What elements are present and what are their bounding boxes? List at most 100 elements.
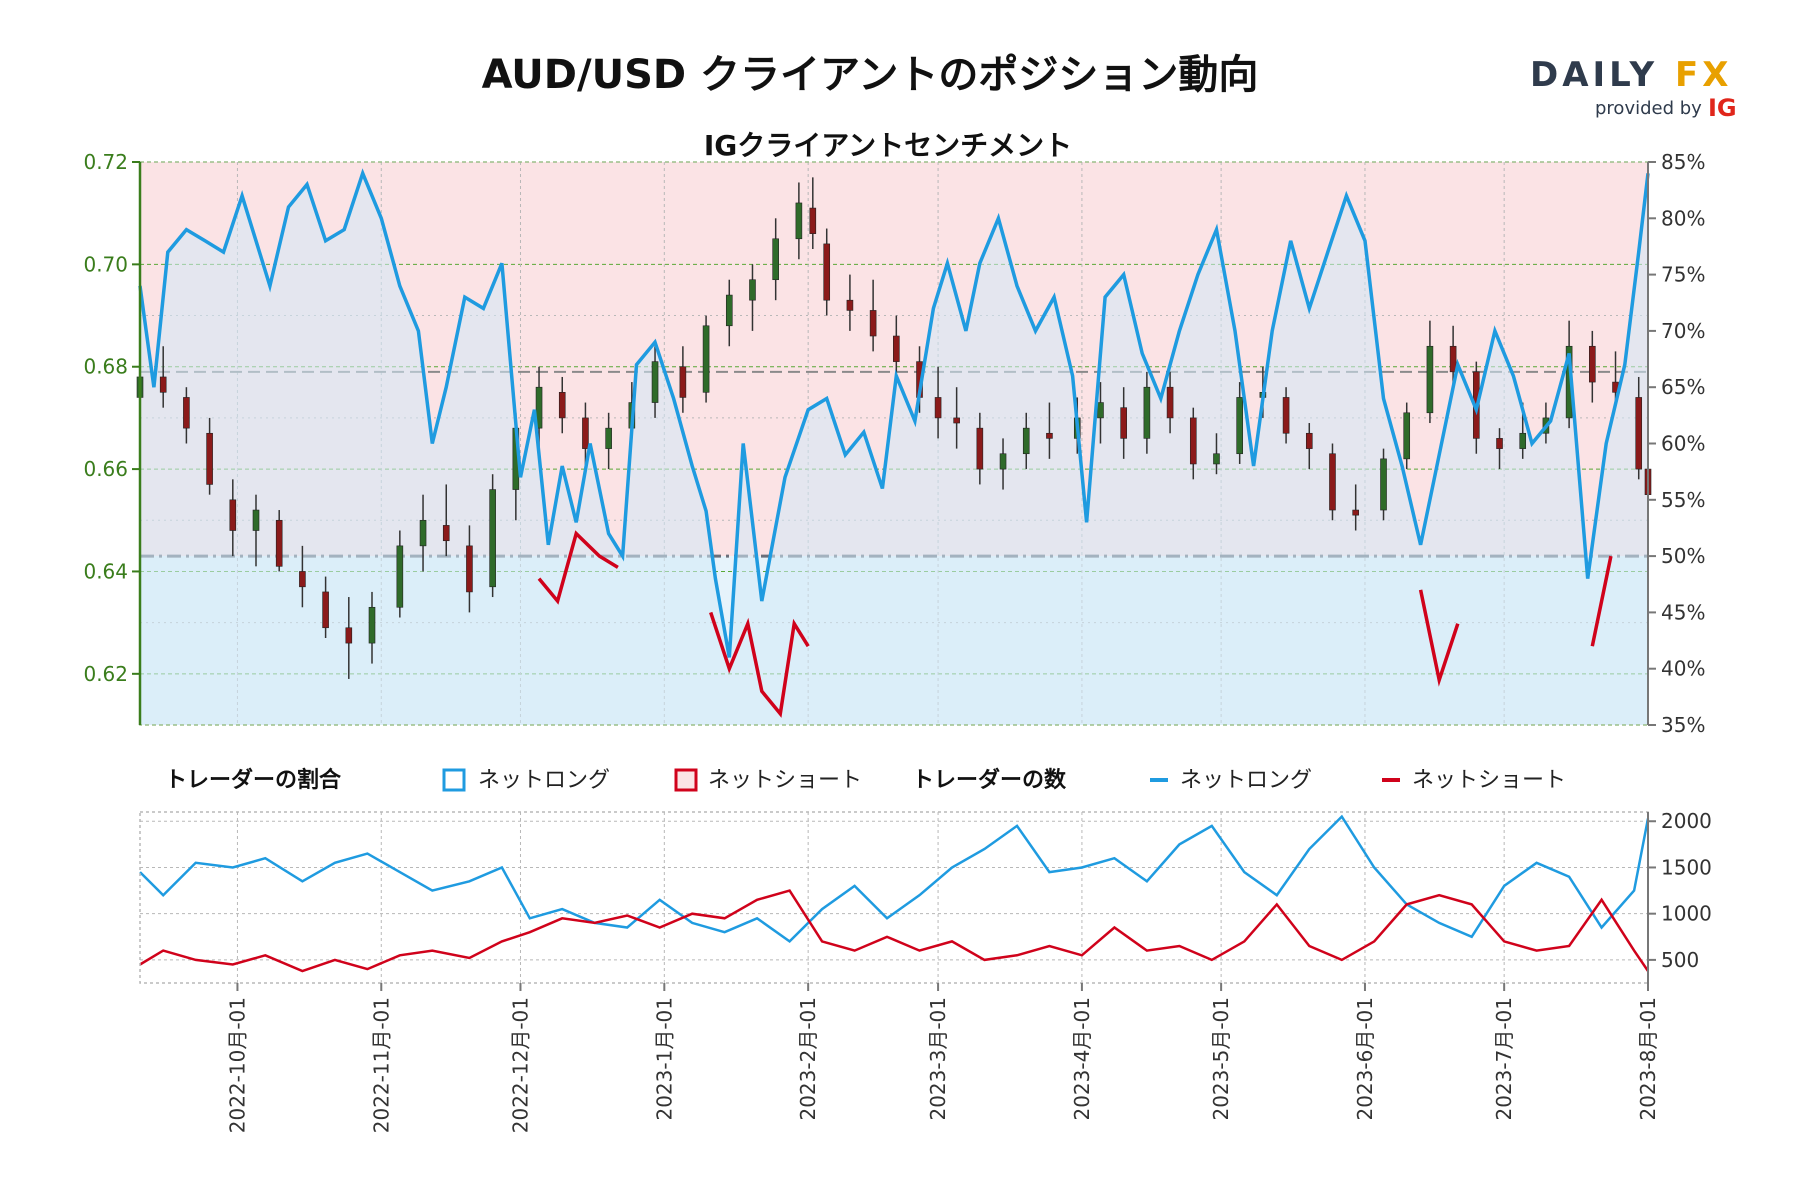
net-short-segment: [537, 530, 619, 605]
bottom-gridlines: [140, 812, 1649, 983]
net-long-fill: [140, 173, 1648, 726]
candle-body: [869, 310, 877, 337]
right-tick-label: 60%: [1661, 432, 1705, 456]
left-tick-label: 0.70: [83, 252, 128, 276]
x-axis-ticks: 2022-10月-01 2022-11月-01 2022-12月-01 2023-1月…: [225, 983, 1660, 1133]
candle-body: [1282, 397, 1290, 434]
candle-body: [893, 335, 900, 362]
right-axis-ticks: 85% 80% 75% 70% 65% 60% 55% 50% 45% 40% 35%: [1648, 150, 1705, 737]
candle-body: [651, 361, 659, 403]
candle-body: [1589, 345, 1596, 383]
candle-body: [275, 519, 283, 567]
candle-body: [1449, 345, 1457, 373]
logo-provided-by: provided by: [1595, 98, 1702, 119]
candle-body: [1236, 397, 1243, 455]
candle-body: [419, 519, 427, 547]
candle-body: [809, 207, 817, 234]
legend-ratio-short-label: ネットショート: [708, 768, 862, 793]
x-tick-label: 2023-7月-01: [1492, 997, 1516, 1121]
left-tick-label: 0.64: [83, 559, 128, 583]
logo-text-main: DAILY: [1530, 55, 1658, 95]
right-tick-label: 40%: [1661, 657, 1705, 681]
candle-body: [749, 279, 756, 301]
candle-body: [1352, 509, 1359, 516]
candle-body: [1635, 397, 1643, 470]
candle-body: [345, 627, 353, 644]
candle-body: [1519, 432, 1527, 449]
x-tick-label: 2023-6月-01: [1353, 997, 1377, 1121]
right-tick-label: 75%: [1661, 263, 1705, 287]
candle-body: [489, 489, 496, 588]
candle-body: [183, 397, 190, 429]
x-tick-label: 2023-1月-01: [652, 997, 676, 1121]
net-long-line: [138, 168, 1650, 658]
legend-count-heading: トレーダーの数: [912, 767, 1067, 793]
right-tick-label: 85%: [1661, 150, 1705, 174]
bottom-right-tick-label: 2000: [1661, 809, 1712, 833]
candle-body: [934, 397, 942, 419]
count-net-long-line: [139, 814, 1650, 944]
candle-body: [953, 417, 960, 424]
candle-body: [396, 545, 404, 608]
logo-text-accent: FX: [1675, 55, 1732, 95]
x-tick-label: 2022-11月-01: [369, 997, 393, 1133]
candle-body: [299, 571, 306, 588]
candle-body: [466, 545, 473, 593]
candle-body: [206, 432, 213, 485]
right-tick-label: 80%: [1661, 206, 1705, 230]
candle-body: [229, 499, 237, 531]
candle-body: [1380, 458, 1387, 511]
sentiment-panel: 0.72 0.70 0.68 0.66 0.64 0.62 85% 80% 75% 70% 65%…: [83, 150, 1705, 737]
candle-body: [558, 392, 566, 419]
logo-ig: IG: [1708, 94, 1737, 122]
candle-body: [1143, 386, 1151, 439]
net-short-segment: [709, 611, 810, 718]
candle-body: [368, 606, 376, 644]
bottom-right-tick-label: 500: [1661, 948, 1699, 972]
net-short-segment: [1418, 589, 1460, 687]
legend-ratio-short-swatch: [674, 768, 698, 792]
legend-count-long-label: ネットロング: [1180, 768, 1312, 793]
candle-body: [582, 417, 589, 449]
candle-body: [1120, 407, 1127, 439]
legend-ratio-long-label: ネットロング: [478, 768, 610, 793]
net-short-lines: [537, 530, 1613, 718]
dailyfx-logo: DAILY FX provided by IG: [1530, 55, 1737, 122]
candle-body: [1097, 402, 1104, 419]
net-short-segment: [1590, 555, 1613, 647]
candle-body: [702, 325, 710, 393]
candle-body: [1046, 432, 1053, 439]
candle-body: [1213, 453, 1220, 465]
page-title: AUD/USD クライアントのポジション動向: [482, 52, 1259, 98]
candle-body: [442, 525, 450, 542]
x-tick-label: 2023-4月-01: [1070, 997, 1094, 1121]
candle-body: [535, 386, 543, 429]
price-candles: [136, 177, 1652, 679]
candle-body: [795, 202, 803, 240]
left-tick-label: 0.68: [83, 355, 128, 379]
candle-body: [1426, 345, 1434, 414]
bottom-frame: [139, 811, 1649, 984]
left-tick-label: 0.72: [83, 150, 128, 174]
x-tick-label: 2022-10月-01: [225, 997, 249, 1133]
right-tick-label: 55%: [1661, 488, 1705, 512]
candle-body: [322, 591, 329, 629]
legend-ratio-long-swatch: [442, 768, 466, 792]
candle-body: [1496, 438, 1503, 449]
bottom-right-axis-ticks: 2000 1500 1000 500: [1648, 809, 1712, 972]
candle-body: [1189, 417, 1197, 465]
legend-count-short-label: ネットショート: [1412, 768, 1566, 793]
x-tick-label: 2022-12月-01: [508, 997, 532, 1133]
candle-body: [1329, 453, 1336, 511]
candle-body: [159, 376, 167, 393]
bottom-right-tick-label: 1500: [1661, 855, 1712, 879]
candle-body: [772, 238, 779, 281]
right-tick-label: 50%: [1661, 544, 1705, 568]
candle-body: [976, 427, 984, 470]
chart-subtitle: IGクライアントセンチメント: [704, 129, 1072, 162]
candle-body: [846, 299, 854, 311]
candle-body: [999, 453, 1007, 470]
legend-ratio-heading: トレーダーの割合: [165, 767, 342, 793]
